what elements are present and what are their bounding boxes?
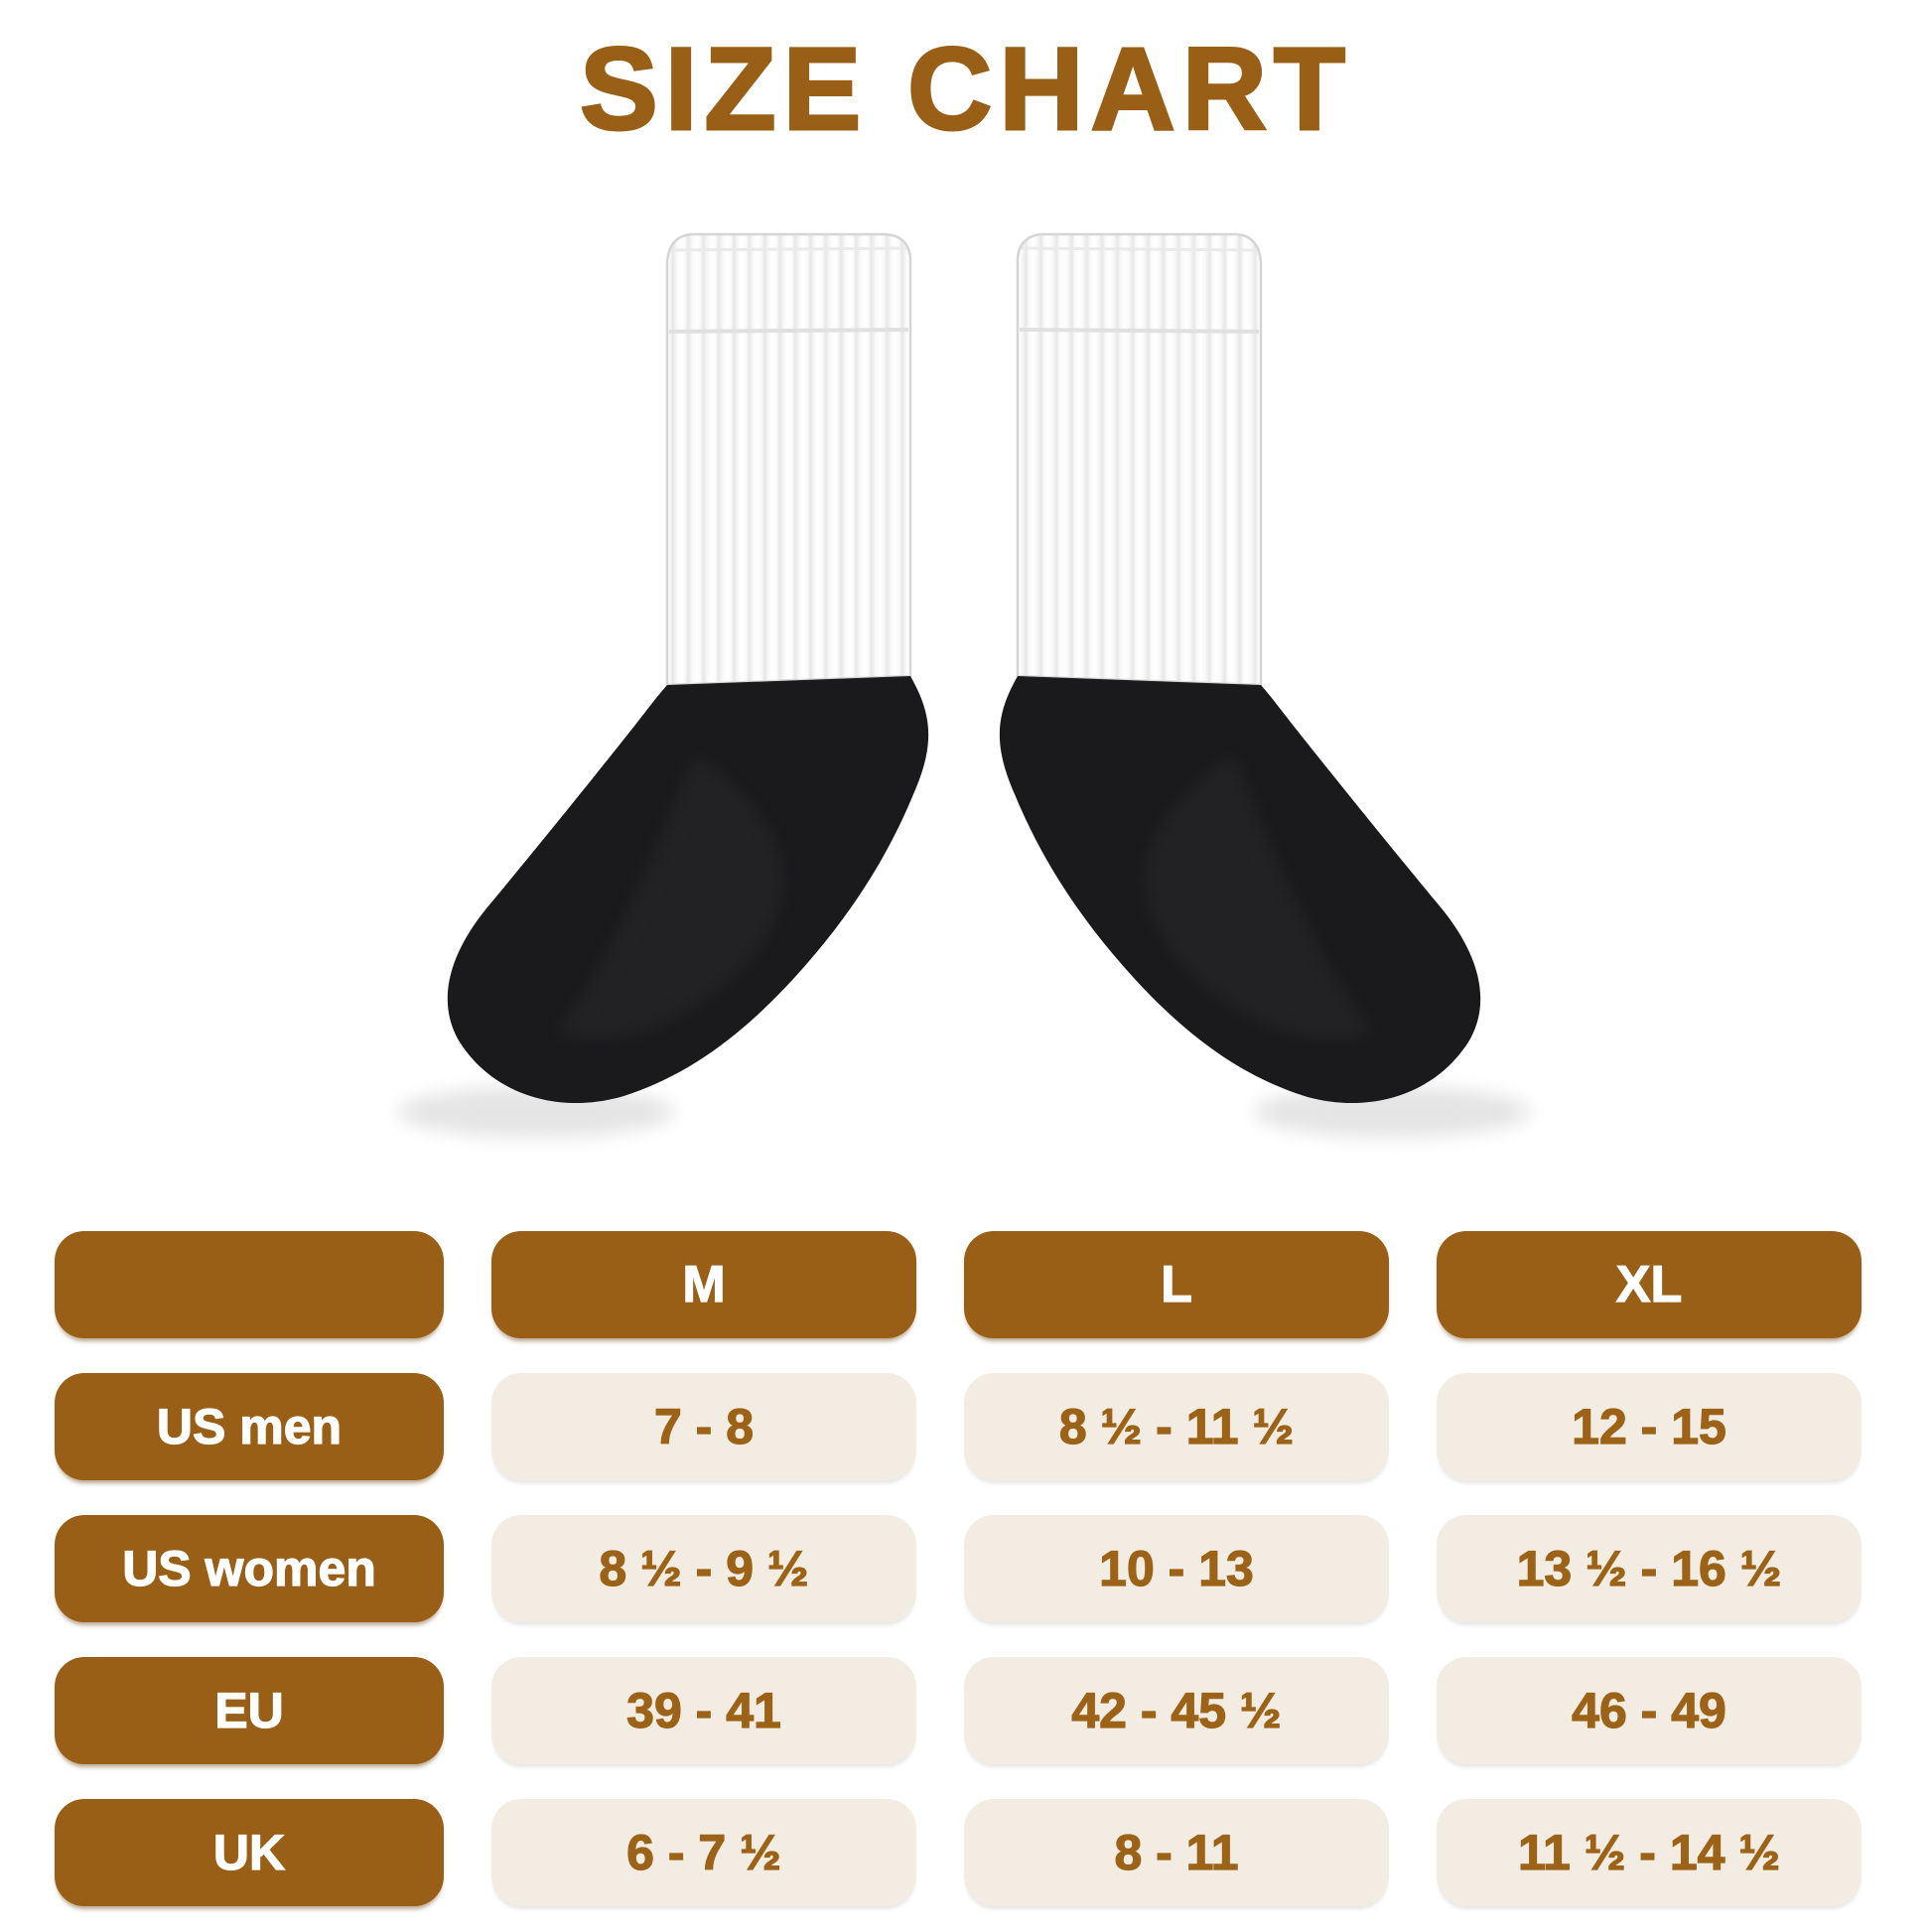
header-spacer — [55, 1231, 444, 1338]
row-label-us-women: US women — [55, 1515, 444, 1622]
row-label-uk: UK — [55, 1799, 444, 1906]
cell-uk-xl: 11 ½ - 14 ½ — [1437, 1799, 1862, 1906]
cell-us-women-l: 10 - 13 — [964, 1515, 1389, 1622]
cell-us-men-l: 8 ½ - 11 ½ — [964, 1373, 1389, 1480]
header-size-xl: XL — [1437, 1231, 1862, 1338]
cell-uk-l: 8 - 11 — [964, 1799, 1389, 1906]
cell-eu-m: 39 - 41 — [491, 1657, 916, 1764]
cell-eu-l: 42 - 45 ½ — [964, 1657, 1389, 1764]
cell-eu-xl: 46 - 49 — [1437, 1657, 1862, 1764]
cell-us-men-xl: 12 - 15 — [1437, 1373, 1862, 1480]
row-label-eu: EU — [55, 1657, 444, 1764]
header-size-l: L — [964, 1231, 1389, 1338]
right-sock — [1000, 234, 1531, 1138]
size-table: M L XL US men 7 - 8 8 ½ - 11 ½ 12 - 15 U… — [55, 1231, 1862, 1906]
header-size-m: M — [491, 1231, 916, 1338]
left-sock — [397, 234, 928, 1138]
cell-us-women-m: 8 ½ - 9 ½ — [491, 1515, 916, 1622]
cell-us-men-m: 7 - 8 — [491, 1373, 916, 1480]
cell-uk-m: 6 - 7 ½ — [491, 1799, 916, 1906]
row-label-us-men: US men — [55, 1373, 444, 1480]
cell-us-women-xl: 13 ½ - 16 ½ — [1437, 1515, 1862, 1622]
page-title: SIZE CHART — [579, 23, 1352, 157]
